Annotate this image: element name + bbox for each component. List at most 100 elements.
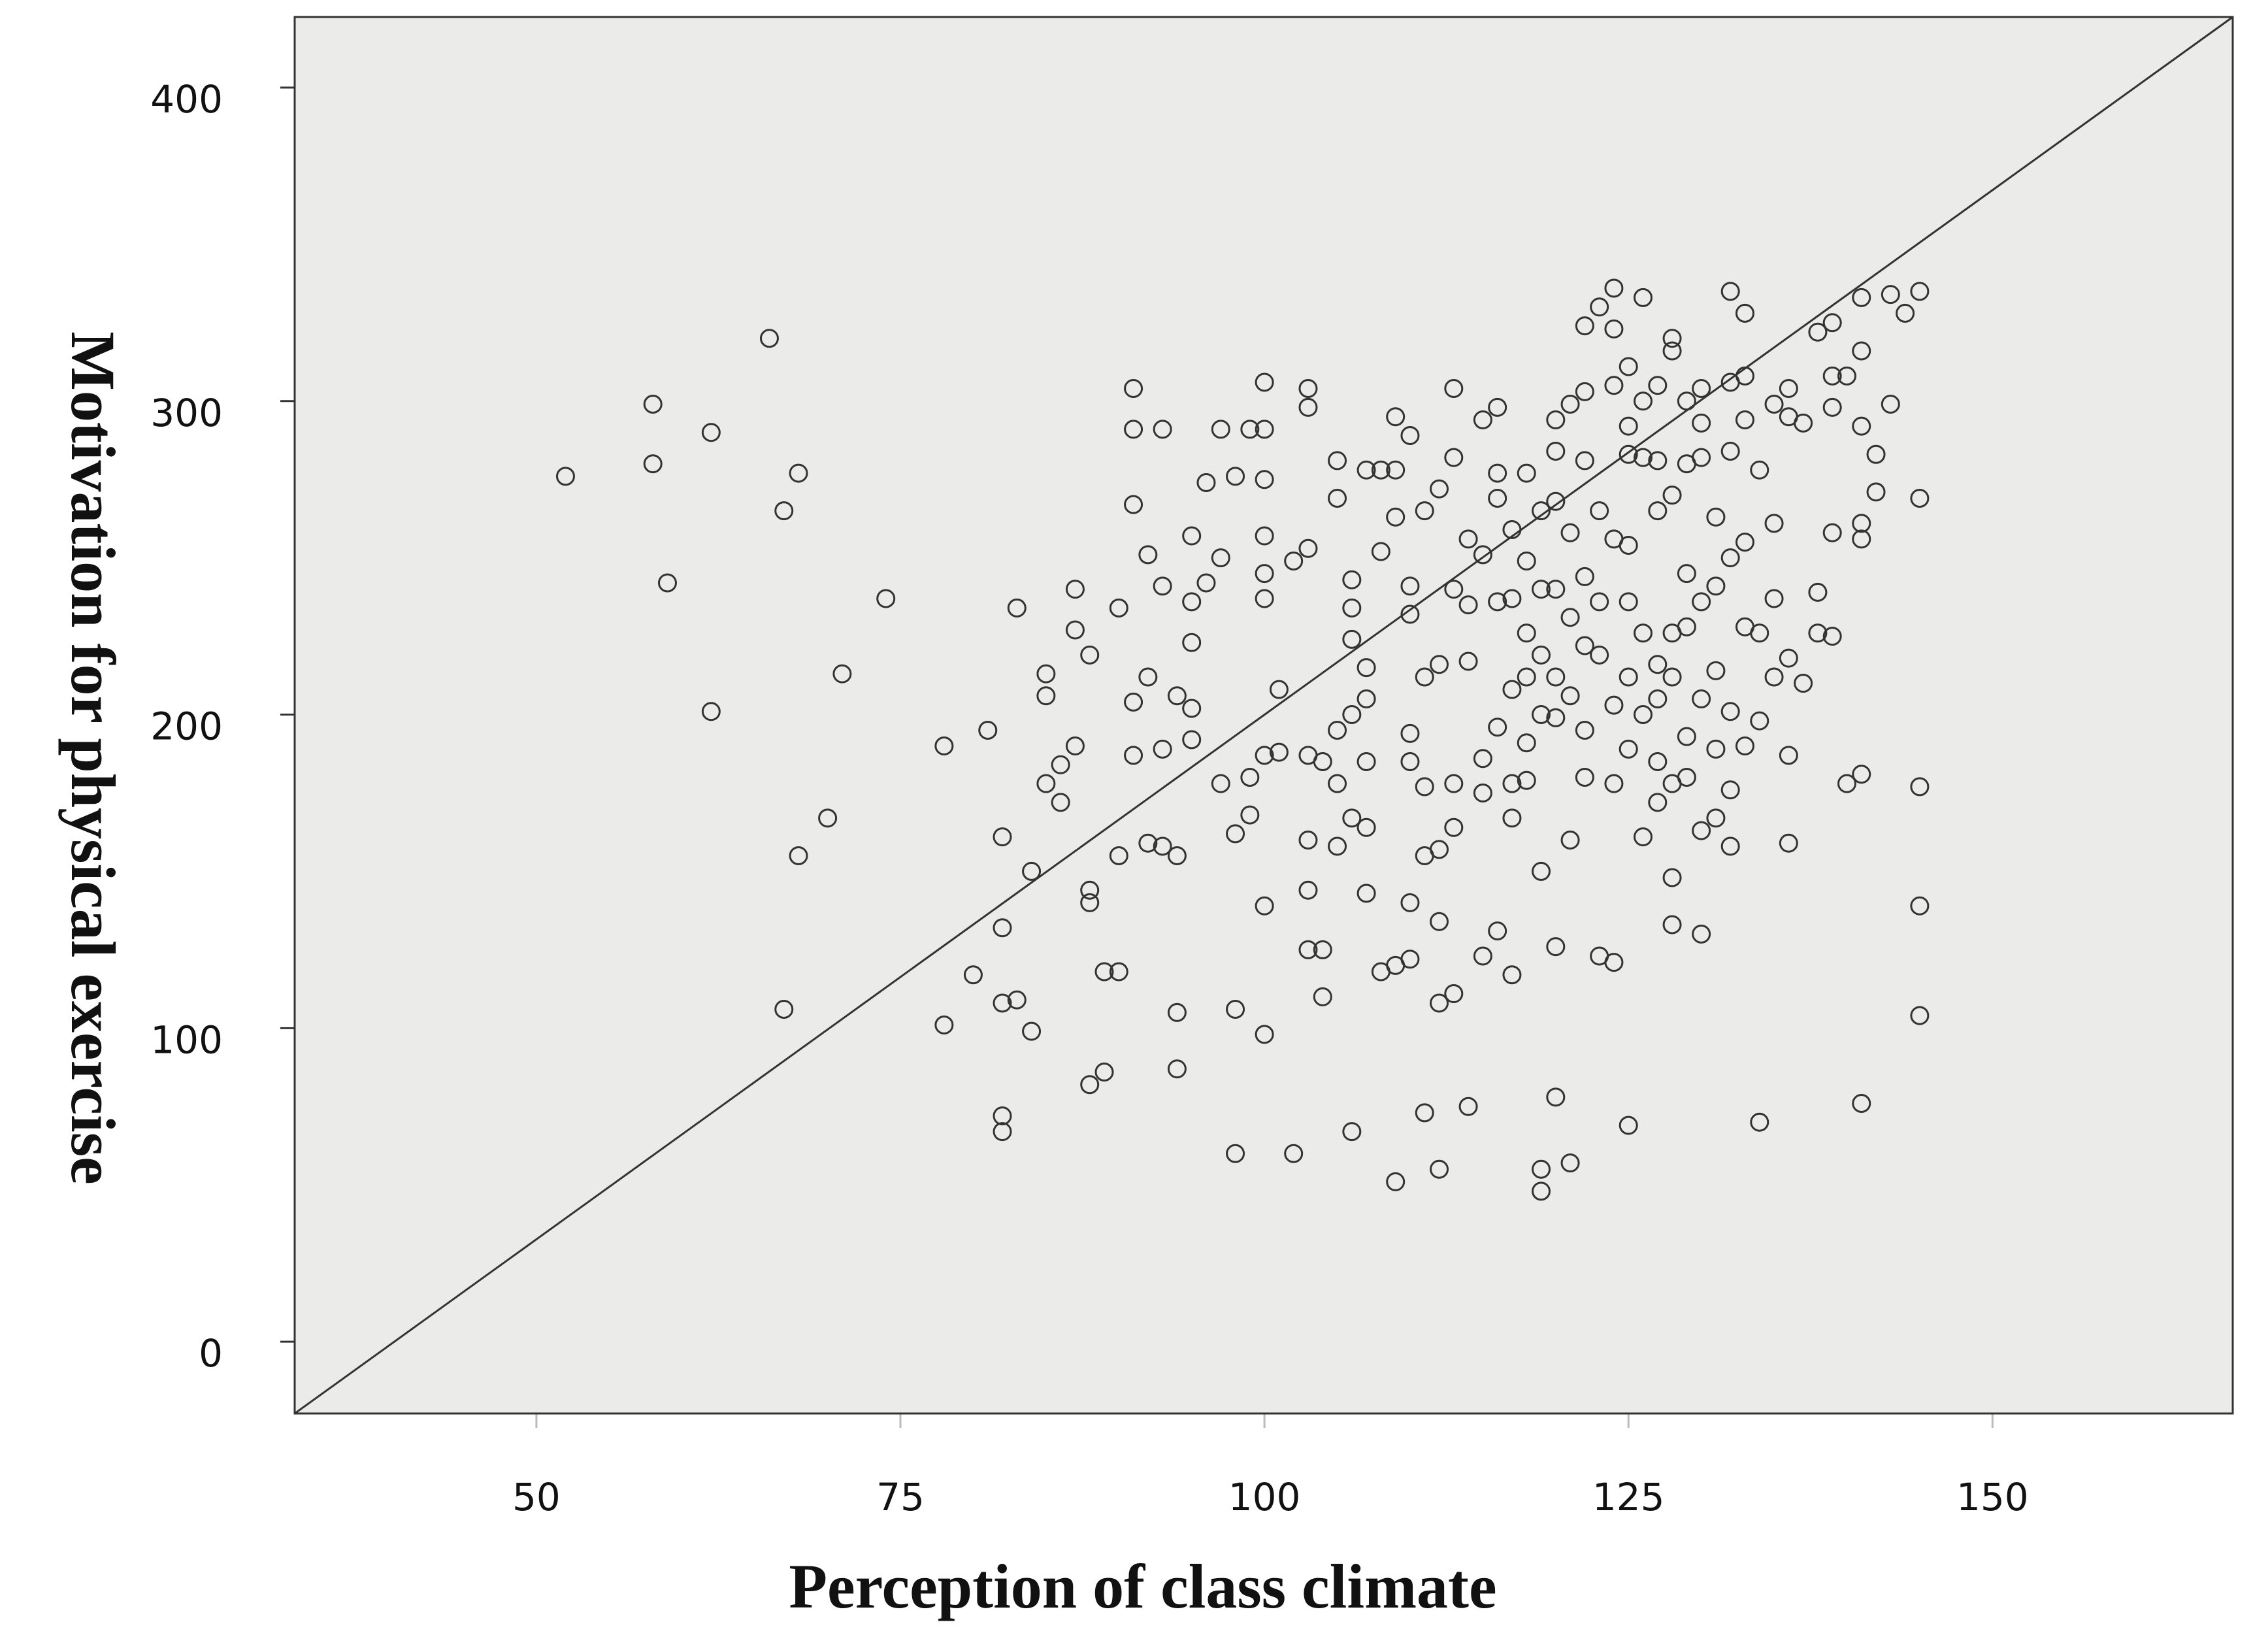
- point: [1619, 357, 1638, 376]
- point: [1910, 896, 1930, 916]
- point: [1488, 397, 1507, 417]
- point: [1255, 896, 1274, 916]
- point: [1852, 514, 1871, 533]
- point: [1677, 391, 1696, 411]
- point: [876, 589, 896, 608]
- point: [1328, 774, 1347, 793]
- point: [1619, 667, 1638, 687]
- point: [1371, 460, 1390, 480]
- point: [1604, 319, 1624, 339]
- point: [1124, 379, 1143, 399]
- point: [1430, 1159, 1449, 1179]
- point: [1255, 420, 1274, 439]
- point: [1255, 526, 1274, 546]
- point: [1051, 755, 1070, 774]
- point: [1502, 774, 1522, 793]
- point: [934, 736, 954, 756]
- point: [1648, 689, 1668, 709]
- point: [1167, 846, 1187, 865]
- point: [818, 808, 838, 828]
- point: [1808, 623, 1828, 643]
- point: [1852, 288, 1871, 307]
- point: [1473, 783, 1492, 802]
- point: [1852, 341, 1871, 361]
- point: [1298, 397, 1318, 417]
- point: [1648, 752, 1668, 772]
- point: [1633, 448, 1653, 467]
- point: [555, 467, 575, 486]
- point: [1488, 921, 1507, 941]
- point: [1488, 488, 1507, 508]
- point: [1764, 514, 1784, 533]
- point: [1211, 548, 1230, 568]
- point: [1211, 774, 1230, 793]
- point: [1051, 793, 1070, 812]
- point: [1371, 542, 1390, 561]
- point: [1822, 366, 1842, 386]
- y-tick-label: 0: [199, 1331, 223, 1376]
- point: [1517, 623, 1536, 643]
- point: [1357, 689, 1376, 709]
- point: [1298, 940, 1318, 959]
- y-tick-label: 200: [150, 704, 223, 749]
- point: [1896, 303, 1915, 323]
- y-tick-label: 300: [150, 391, 223, 435]
- point: [1255, 589, 1274, 608]
- point: [1124, 692, 1143, 712]
- point: [1837, 774, 1856, 793]
- point: [1546, 580, 1566, 599]
- point: [1590, 592, 1609, 612]
- point: [1182, 730, 1202, 750]
- point: [774, 501, 794, 521]
- point: [1546, 708, 1566, 727]
- y-tick-label: 400: [150, 77, 223, 122]
- point: [1837, 366, 1856, 386]
- point: [1517, 463, 1536, 483]
- point: [1400, 752, 1420, 772]
- point: [1575, 721, 1594, 740]
- point: [1692, 689, 1711, 709]
- point: [1400, 893, 1420, 912]
- point: [1065, 620, 1085, 640]
- point: [1764, 395, 1784, 414]
- point: [1619, 592, 1638, 612]
- point: [1677, 617, 1696, 636]
- point: [1400, 723, 1420, 743]
- point: [1138, 667, 1158, 687]
- point: [1444, 379, 1464, 399]
- point: [1910, 488, 1930, 508]
- point: [1255, 1025, 1274, 1044]
- point: [1124, 420, 1143, 439]
- point: [1240, 767, 1260, 787]
- point: [1430, 840, 1449, 859]
- point: [1226, 467, 1245, 486]
- point: [1502, 808, 1522, 828]
- point: [1575, 767, 1594, 787]
- point: [1211, 420, 1230, 439]
- point: [1517, 770, 1536, 790]
- point: [1109, 846, 1128, 865]
- point: [1007, 598, 1027, 618]
- point: [1502, 680, 1522, 699]
- point: [1910, 1006, 1930, 1025]
- x-axis-title: Perception of class climate: [789, 1551, 1496, 1621]
- point: [759, 329, 779, 348]
- point: [1473, 545, 1492, 565]
- point: [1488, 463, 1507, 483]
- point: [1619, 416, 1638, 436]
- point: [1604, 278, 1624, 298]
- point: [1284, 551, 1304, 570]
- point: [1167, 1002, 1187, 1022]
- point: [1706, 808, 1726, 828]
- point: [993, 1122, 1012, 1142]
- point: [1255, 470, 1274, 489]
- point: [1750, 1112, 1769, 1132]
- point: [1430, 993, 1449, 1013]
- point: [1138, 833, 1158, 853]
- point: [1560, 830, 1580, 850]
- point: [1546, 667, 1566, 687]
- point: [1430, 655, 1449, 674]
- point: [1502, 589, 1522, 608]
- point: [1080, 880, 1100, 900]
- point: [1575, 636, 1594, 655]
